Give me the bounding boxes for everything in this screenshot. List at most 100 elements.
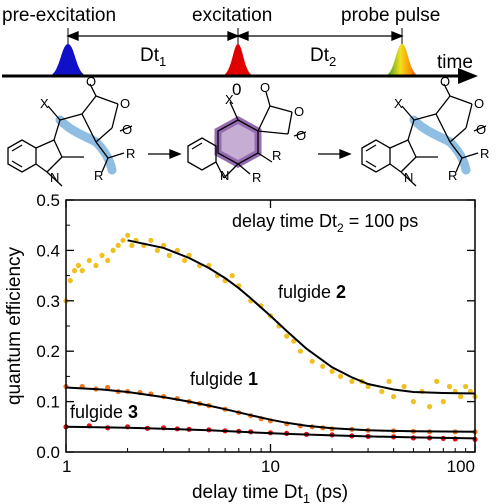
y-tick-label: 0.0 — [36, 443, 60, 462]
molecule-1-o3: O — [122, 122, 132, 137]
chart: 0.0 0.1 0.2 0.3 0.4 0.5 1 10 100 delay time Dt2 … — [4, 191, 478, 504]
dt2-arrow — [236, 31, 404, 41]
data-point — [174, 247, 180, 253]
data-point — [463, 383, 469, 390]
molecule-2-r2: R — [252, 170, 261, 185]
molecule-2-r1: R — [272, 148, 281, 163]
data-point — [129, 242, 135, 248]
dt2-label: Dt2 — [310, 45, 336, 69]
data-point — [79, 268, 85, 274]
series-label-fulgide-2: fulgide 2 — [278, 282, 346, 302]
molecule-3-r2: R — [448, 168, 457, 183]
probe-pulse-label: probe pulse — [341, 5, 440, 26]
reaction-arrow-2 — [318, 149, 352, 159]
molecule-2-o2: O — [294, 104, 304, 119]
fit-curve-fulgide-3 — [65, 425, 476, 440]
molecule-2-x: X — [225, 92, 234, 107]
molecule-3-o1: O — [440, 74, 450, 89]
molecule-open-form-1-labels: X O O O R R N — [40, 74, 135, 185]
data-point — [329, 368, 335, 374]
data-point — [99, 252, 105, 258]
molecule-closed-form — [187, 91, 307, 179]
data-point — [297, 348, 303, 354]
data-point — [105, 384, 111, 391]
molecule-3-o3: O — [476, 122, 486, 137]
molecule-2-n: N — [220, 168, 229, 183]
data-point — [284, 333, 290, 339]
molecule-open-form-2 — [361, 83, 487, 187]
molecule-1-r2: R — [94, 168, 103, 183]
molecule-1-n: N — [50, 170, 59, 185]
y-tick-label: 0.5 — [36, 191, 60, 210]
y-tick-label: 0.1 — [36, 393, 60, 412]
pre-excitation-pulse — [48, 44, 88, 76]
pre-excitation-label: pre-excitation — [2, 5, 116, 26]
x-tick-label: 10 — [261, 457, 280, 476]
data-point — [93, 262, 99, 269]
dt1-arrow — [66, 31, 240, 41]
molecule-3-o2: O — [474, 96, 484, 111]
molecule-3-r1: R — [480, 146, 489, 161]
data-point — [105, 257, 111, 264]
molecule-2-o1: O — [260, 80, 270, 95]
fit-curve-fulgide-2 — [127, 239, 476, 395]
timeline: pre-excitation excitation probe pulse Dt… — [2, 5, 478, 99]
data-point — [434, 378, 440, 384]
data-point — [379, 388, 385, 395]
data-point — [115, 242, 121, 248]
data-point — [120, 237, 126, 243]
axis-ticks: 0.0 0.1 0.2 0.3 0.4 0.5 1 10 100 — [36, 191, 476, 476]
probe-pulse — [384, 44, 420, 76]
data-point — [337, 373, 344, 379]
y-tick-label: 0.3 — [36, 292, 60, 311]
delay-annotation: delay time Dt2 = 100 ps — [232, 211, 418, 235]
series-label-fulgide-1: fulgide 1 — [190, 369, 258, 389]
x-axis-label: delay time Dt1 (ps) — [192, 482, 348, 504]
molecule-open-form-2-labels: X O O O R R N — [394, 74, 489, 185]
data-point — [401, 383, 407, 390]
data-point — [110, 247, 116, 253]
dt1-label: Dt1 — [140, 45, 166, 69]
data-point — [320, 363, 326, 369]
excitation-pulse — [221, 44, 255, 76]
molecule-3-n: N — [404, 170, 413, 185]
excitation-label: excitation — [192, 5, 272, 26]
data-point — [148, 237, 154, 243]
time-label: time — [437, 52, 473, 73]
data-point — [75, 262, 81, 269]
molecule-1-r1: R — [126, 146, 135, 161]
molecule-1-o1: O — [86, 74, 96, 89]
x-tick-label: 1 — [62, 457, 71, 476]
molecule-3-x: X — [394, 96, 403, 111]
data-point — [166, 252, 172, 258]
data-point — [458, 394, 464, 400]
data-point — [229, 273, 235, 279]
time-axis-arrowhead — [458, 68, 478, 84]
time-zero-label: 0 — [232, 80, 241, 99]
data-point — [427, 404, 433, 410]
data-point — [446, 383, 453, 390]
fit-curve-fulgide-1 — [65, 386, 476, 433]
y-axis-label: quantum efficiency — [4, 246, 25, 405]
molecule-open-form-1 — [7, 83, 133, 187]
reaction-arrow-1 — [148, 149, 182, 159]
fit-layer — [65, 239, 476, 440]
series-2-points — [63, 232, 478, 410]
data-point — [349, 378, 355, 384]
data-point — [182, 257, 188, 264]
y-tick-label: 0.4 — [36, 241, 60, 260]
data-point — [309, 358, 315, 364]
data-point — [386, 378, 392, 384]
data-point — [391, 394, 397, 400]
molecule-1-x: X — [40, 96, 49, 111]
series-label-fulgide-3: fulgide 3 — [70, 402, 138, 422]
molecule-closed-form-labels: X O O O R R N — [220, 80, 306, 185]
data-point — [125, 232, 131, 238]
y-tick-label: 0.2 — [36, 342, 60, 361]
data-point — [67, 278, 73, 284]
data-point — [86, 257, 92, 264]
data-point — [410, 399, 416, 405]
molecule-2-o3: O — [296, 128, 306, 143]
molecule-1-o2: O — [120, 96, 130, 111]
